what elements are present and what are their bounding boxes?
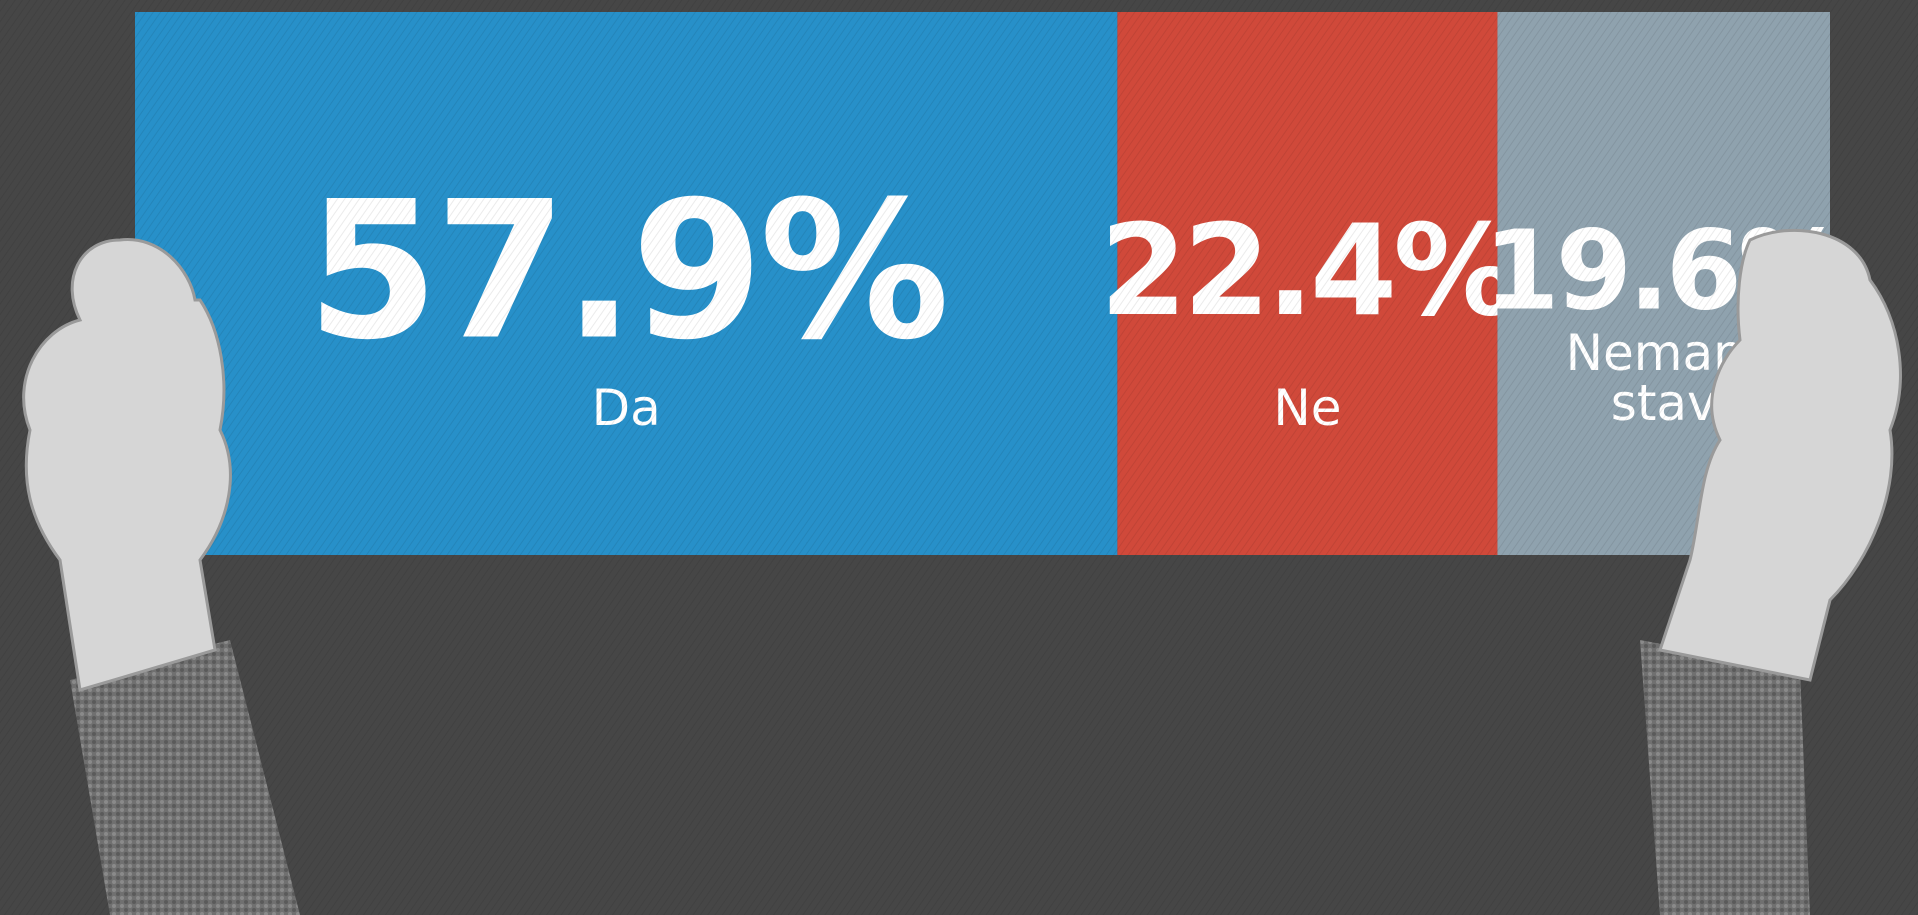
right-hand [1658,228,1902,682]
sign-texture [135,12,1830,555]
left-sleeve [70,640,300,915]
left-hand [22,238,232,692]
sign: 57.9%Da22.4%Ne19.6%Nemamstav [135,12,1849,555]
right-sleeve [1640,640,1810,915]
